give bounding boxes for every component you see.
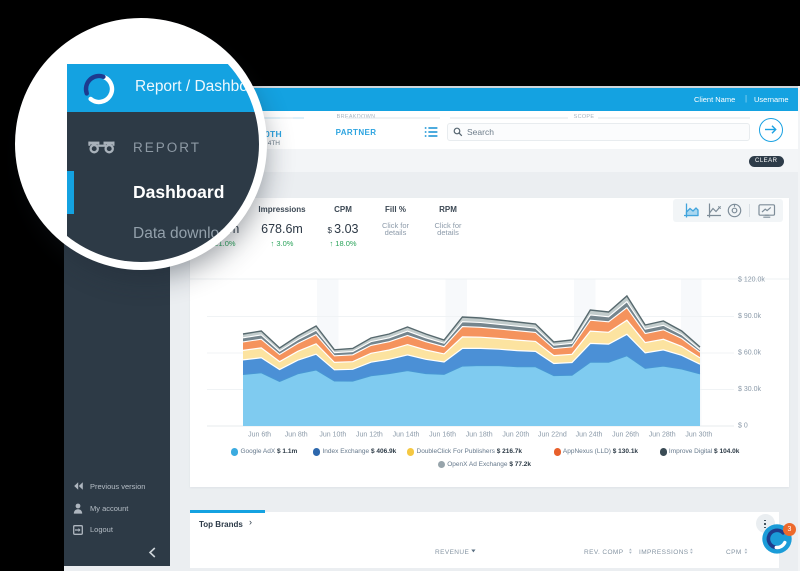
svg-text:$ 90.0k: $ 90.0k	[738, 313, 761, 320]
svg-text:Jun 22nd: Jun 22nd	[538, 432, 567, 439]
svg-text:$ 30.0k: $ 30.0k	[738, 386, 761, 393]
svg-text:Jun 30th: Jun 30th	[685, 432, 712, 439]
svg-text:Jun 6th: Jun 6th	[248, 432, 271, 439]
svg-text:Jun 8th: Jun 8th	[285, 432, 308, 439]
svg-text:REVENUE: REVENUE	[435, 549, 469, 556]
svg-text:Jun 10th: Jun 10th	[319, 432, 346, 439]
svg-text:IMPRESSIONS: IMPRESSIONS	[639, 549, 689, 556]
svg-text:REV. COMP: REV. COMP	[584, 549, 623, 556]
svg-text:$ 0: $ 0	[738, 423, 748, 430]
svg-text:Jun 28th: Jun 28th	[649, 432, 676, 439]
svg-text:Jun 18th: Jun 18th	[466, 432, 493, 439]
svg-text:Jun 20th: Jun 20th	[502, 432, 529, 439]
svg-text:CPM: CPM	[726, 549, 742, 556]
svg-text:$ 120.0k: $ 120.0k	[738, 277, 765, 284]
svg-text:Jun 16th: Jun 16th	[429, 432, 456, 439]
svg-text:Jun 24th: Jun 24th	[576, 432, 603, 439]
svg-text:Jun 26th: Jun 26th	[612, 432, 639, 439]
svg-text:$ 60.0k: $ 60.0k	[738, 350, 761, 357]
svg-text:Jun 14th: Jun 14th	[393, 432, 420, 439]
svg-text:Jun 12th: Jun 12th	[356, 432, 383, 439]
